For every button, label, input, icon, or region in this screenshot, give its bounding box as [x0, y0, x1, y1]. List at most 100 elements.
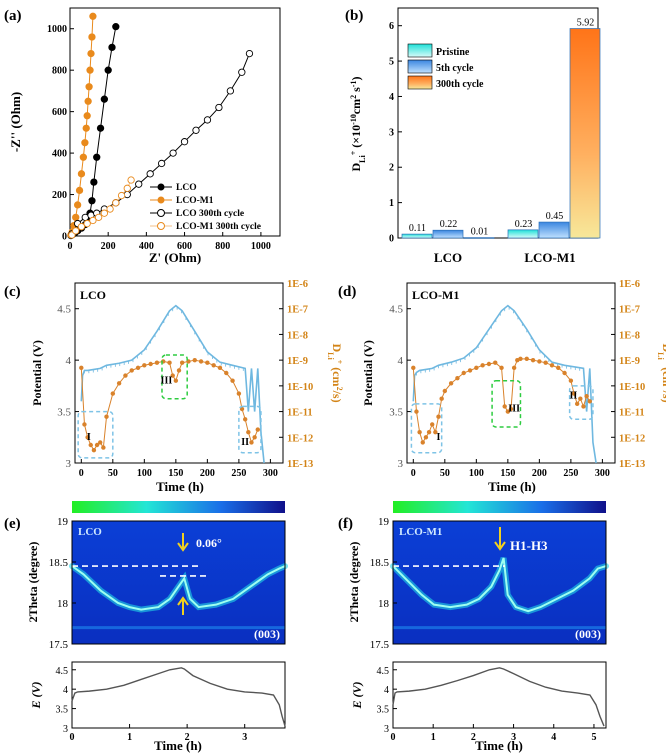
- f-heat-trace: [392, 557, 607, 613]
- d-plot-diffusion-point: [442, 388, 448, 394]
- f-sub-xtick-label: 2: [471, 732, 476, 743]
- d-plot-diffusion-point: [568, 378, 574, 383]
- b-ytick-label: 1: [389, 198, 394, 209]
- c-plot-y2tick-label: 1E-11: [287, 408, 313, 419]
- c-plot-diffusion-point: [101, 445, 106, 450]
- a-point-2: [192, 126, 200, 134]
- region-d-II: [568, 385, 594, 421]
- f-heat-ytick-label: 18: [378, 598, 390, 610]
- panel-label-e: (e): [4, 516, 21, 532]
- chart-d-y2label: DLi+ (cm2/s): [657, 343, 666, 402]
- d-plot-diffusion-point: [411, 365, 416, 371]
- d-plot-diffusion-point: [524, 356, 529, 362]
- a-point-2: [157, 159, 166, 168]
- d-plot-xtick-label: 200: [532, 468, 547, 479]
- a-ytick-label: 600: [52, 107, 67, 118]
- c-plot-diffusion-point: [239, 406, 245, 412]
- a-point-1: [84, 97, 92, 105]
- e-sub-xtick-label: 3: [242, 732, 247, 743]
- colorbar-e: [72, 501, 285, 513]
- c-plot-diffusion-line: [80, 359, 259, 452]
- d-plot-diffusion-point: [518, 356, 523, 362]
- a-point-1: [73, 201, 82, 209]
- f-sub-ytick-label: 3: [384, 724, 389, 735]
- legend-b-swatch-pristine: [407, 43, 433, 58]
- c-plot-ytick-label: 4.5: [57, 304, 71, 316]
- c-plot-diffusion-point: [116, 381, 122, 386]
- c-plot-diffusion-point: [242, 417, 248, 422]
- d-plot-diffusion-point: [414, 409, 419, 414]
- b-bar-label-1-0: 0.23: [515, 219, 533, 230]
- legend-b-1: 5th cycle: [436, 63, 474, 74]
- chart-b-cat-0: LCO: [434, 250, 462, 265]
- f-heat-ytick-label: 18.5: [370, 557, 390, 569]
- a-point-1: [75, 186, 84, 195]
- region-d-III-label: III: [508, 404, 520, 415]
- b-ytick-label: 3: [389, 127, 394, 138]
- c-plot-ytick-label: 3.5: [57, 407, 71, 419]
- region-d-I-label: I: [437, 432, 441, 443]
- region-d-III: [491, 379, 522, 428]
- panel-label-f: (f): [338, 516, 353, 532]
- a-point-2: [135, 180, 143, 188]
- a-point-2: [180, 138, 189, 146]
- a-point-2: [215, 103, 223, 112]
- legend-b-0: Pristine: [436, 47, 470, 58]
- f-heat-ytick-label: 19: [378, 516, 390, 528]
- c-plot-xtick-label: 0: [79, 468, 84, 479]
- c-plot-xtick-label: 50: [108, 468, 118, 479]
- c-plot-diffusion-point: [94, 442, 100, 448]
- a-point-3: [117, 191, 126, 200]
- a-point-1: [85, 83, 93, 91]
- e-heat-ytick-label: 18.5: [49, 557, 69, 569]
- region-d-I: [410, 403, 443, 454]
- d-plot-diffusion-point: [537, 359, 542, 364]
- f-sub-xtick-label: 4: [551, 732, 556, 743]
- a-point-0: [90, 178, 98, 186]
- d-plot-xtick-label: 100: [469, 468, 484, 479]
- d-plot-y2tick-label: 1E-12: [619, 433, 645, 444]
- d-plot-diffusion-point: [486, 361, 492, 367]
- legend-b-swatch-300th: [407, 75, 433, 90]
- chart-c-xlabel: Time (h): [156, 479, 204, 494]
- chart-f-title: LCO-M1: [399, 526, 442, 538]
- c-plot-diffusion-point: [249, 440, 254, 445]
- d-plot-diffusion-point: [543, 360, 548, 365]
- chart-c-frame: [74, 282, 284, 464]
- a-point-2: [238, 68, 246, 76]
- c-plot-y2tick-label: 1E-10: [287, 382, 313, 393]
- a-xtick-label: 1000: [251, 241, 271, 252]
- d-plot-diffusion-point: [493, 360, 498, 365]
- legend-b-swatch-5th: [407, 59, 433, 74]
- e-sub-xtick-label: 1: [127, 732, 132, 743]
- a-point-0: [108, 43, 116, 52]
- d-plot-diffusion-point: [587, 399, 592, 404]
- a-point-3: [112, 199, 120, 207]
- a-point-1: [83, 112, 91, 120]
- c-plot-y2tick-label: 1E-13: [287, 459, 313, 470]
- c-plot-diffusion-point: [179, 360, 185, 365]
- d-plot-diffusion-point: [502, 404, 507, 409]
- d-plot-diffusion-line: [412, 358, 591, 444]
- a-point-3: [100, 209, 109, 217]
- subchart-e-frame: [71, 661, 286, 729]
- legend-a-3: LCO-M1 300th cycle: [176, 222, 261, 232]
- c-plot-diffusion-point: [79, 365, 84, 371]
- f-heat-ytick-label: 17.5: [370, 639, 390, 651]
- d-plot-diffusion-point: [581, 404, 586, 409]
- d-plot-y2tick-label: 1E-6: [619, 279, 640, 290]
- b-bar-0-2: [463, 237, 495, 239]
- region-c-II-label: II: [241, 437, 249, 448]
- e-arrow-down: [177, 533, 189, 552]
- chart-f-annotation: H1-H3: [510, 538, 548, 553]
- e-heat-ytick-label: 18: [57, 598, 69, 610]
- c-plot-y2tick-label: 1E-7: [287, 305, 308, 316]
- d-plot-diffusion-point: [474, 365, 479, 371]
- c-plot-diffusion-point: [224, 370, 229, 376]
- chart-a-xlabel: Z' (Ohm): [149, 250, 201, 265]
- chart-c: LCO 0 50 100 150 200 250 300 3 3.5 4 4.5 1E-13 1E-12…: [30, 279, 345, 494]
- legend-marker-lco-300: [157, 209, 165, 217]
- d-plot-diffusion-point: [584, 393, 589, 399]
- a-xtick-label: 400: [139, 241, 154, 252]
